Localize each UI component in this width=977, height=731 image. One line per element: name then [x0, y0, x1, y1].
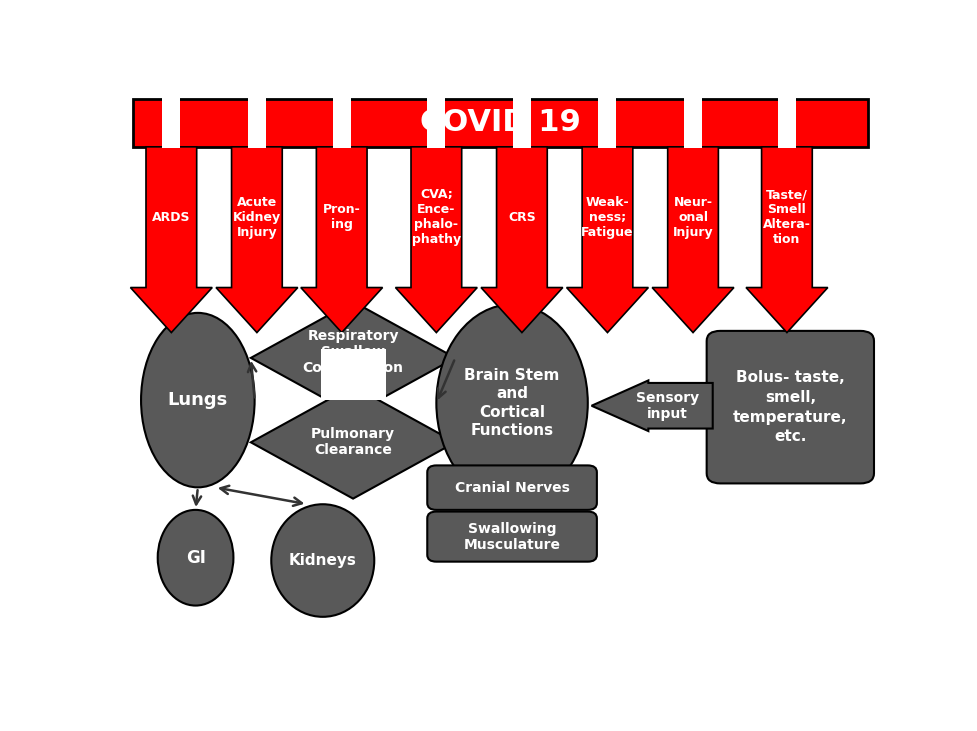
Text: ARDS: ARDS: [152, 211, 191, 224]
Text: Pulmonary
Clearance: Pulmonary Clearance: [311, 427, 395, 458]
Polygon shape: [591, 380, 713, 431]
Ellipse shape: [437, 304, 588, 501]
Polygon shape: [746, 147, 828, 333]
FancyBboxPatch shape: [320, 349, 386, 400]
Polygon shape: [653, 147, 734, 333]
Polygon shape: [251, 386, 455, 499]
Polygon shape: [301, 147, 383, 333]
Polygon shape: [216, 147, 298, 333]
Text: COVID 19: COVID 19: [420, 108, 581, 137]
FancyBboxPatch shape: [684, 97, 702, 148]
FancyBboxPatch shape: [513, 97, 531, 148]
FancyBboxPatch shape: [778, 97, 796, 148]
Text: Swallowing
Musculature: Swallowing Musculature: [463, 521, 561, 552]
FancyBboxPatch shape: [333, 97, 351, 148]
Polygon shape: [251, 302, 455, 414]
FancyBboxPatch shape: [162, 97, 181, 148]
Ellipse shape: [141, 313, 255, 488]
Text: CRS: CRS: [508, 211, 535, 224]
FancyBboxPatch shape: [134, 99, 868, 147]
Text: Taste/
Smell
Altera-
tion: Taste/ Smell Altera- tion: [763, 188, 811, 246]
FancyBboxPatch shape: [599, 97, 616, 148]
Polygon shape: [567, 147, 649, 333]
Text: GI: GI: [186, 549, 205, 567]
FancyBboxPatch shape: [427, 466, 597, 510]
FancyBboxPatch shape: [427, 512, 597, 561]
Text: CVA;
Ence-
phalo-
phathy: CVA; Ence- phalo- phathy: [411, 188, 461, 246]
Text: Cranial Nerves: Cranial Nerves: [454, 481, 570, 495]
Text: Neur-
onal
Injury: Neur- onal Injury: [673, 196, 713, 239]
Text: Lungs: Lungs: [168, 391, 228, 409]
Ellipse shape: [272, 504, 374, 617]
Polygon shape: [131, 147, 212, 333]
Text: Respiratory
Swallow
Coordination: Respiratory Swallow Coordination: [303, 329, 404, 376]
Text: Acute
Kidney
Injury: Acute Kidney Injury: [233, 196, 281, 239]
Text: Weak-
ness;
Fatigue: Weak- ness; Fatigue: [581, 196, 634, 239]
Text: Sensory
input: Sensory input: [636, 390, 699, 421]
Text: Pron-
ing: Pron- ing: [322, 203, 361, 231]
FancyBboxPatch shape: [427, 97, 446, 148]
FancyBboxPatch shape: [248, 97, 266, 148]
FancyBboxPatch shape: [706, 331, 874, 483]
Text: Bolus- taste,
smell,
temperature,
etc.: Bolus- taste, smell, temperature, etc.: [733, 370, 848, 444]
Polygon shape: [396, 147, 477, 333]
Text: Kidneys: Kidneys: [289, 553, 357, 568]
Polygon shape: [481, 147, 563, 333]
Ellipse shape: [157, 510, 234, 605]
Text: Brain Stem
and
Cortical
Functions: Brain Stem and Cortical Functions: [464, 368, 560, 439]
